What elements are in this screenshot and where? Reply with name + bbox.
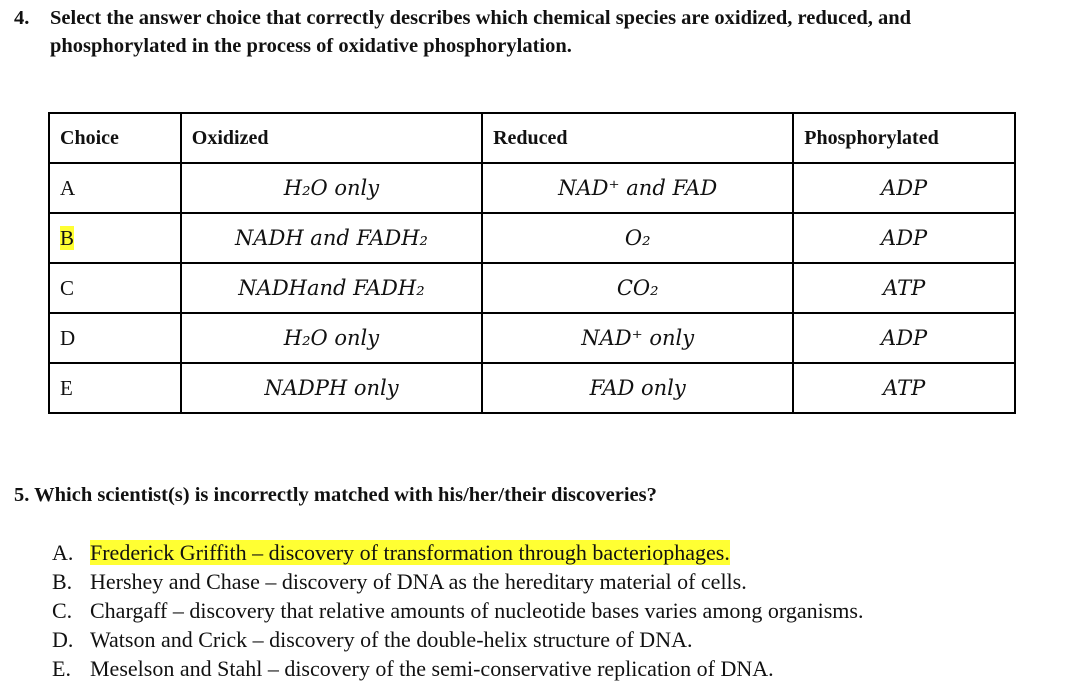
answer-option-a[interactable]: A. Frederick Griffith – discovery of tran… xyxy=(52,538,863,567)
question-4-prompt: 4. Select the answer choice that correctl… xyxy=(14,4,1064,60)
phosphorylated-cell: ATP xyxy=(792,362,1016,414)
answer-option-e[interactable]: E. Meselson and Stahl – discovery of the … xyxy=(52,654,863,683)
table-header-row: Choice Oxidized Reduced Phosphorylated xyxy=(48,112,1016,164)
question-4-line-1: Select the answer choice that correctly … xyxy=(50,7,912,29)
answer-text: Meselson and Stahl – discovery of the se… xyxy=(90,656,774,681)
reduced-cell: FAD only xyxy=(481,362,795,414)
choice-cell: C xyxy=(48,262,182,314)
answer-option-c[interactable]: C. Chargaff – discovery that relative amo… xyxy=(52,596,863,625)
oxidized-cell: NADHand FADH₂ xyxy=(179,262,484,314)
table-row[interactable]: E NADPH only FAD only ATP xyxy=(48,362,1016,414)
choice-letter: A xyxy=(60,175,76,200)
answer-letter: D. xyxy=(52,627,74,652)
table-row[interactable]: A H₂O only NAD⁺ and FAD ADP xyxy=(48,162,1016,214)
question-5-answer-list: A. Frederick Griffith – discovery of tran… xyxy=(52,538,863,683)
choice-letter: C xyxy=(60,275,75,300)
table-row[interactable]: D H₂O only NAD⁺ only ADP xyxy=(48,312,1016,364)
choice-letter-highlighted: B xyxy=(60,225,75,250)
answer-text: Chargaff – discovery that relative amoun… xyxy=(90,598,864,623)
answer-option-b[interactable]: B. Hershey and Chase – discovery of DNA a… xyxy=(52,567,863,596)
reduced-cell: O₂ xyxy=(481,212,795,264)
choice-cell: B xyxy=(48,212,182,264)
oxidized-cell: NADH and FADH₂ xyxy=(179,212,484,264)
answer-letter: B. xyxy=(52,569,73,594)
answer-letter: E. xyxy=(52,656,71,681)
table-row[interactable]: B NADH and FADH₂ O₂ ADP xyxy=(48,212,1016,264)
header-reduced: Reduced xyxy=(481,112,795,164)
question-5-prompt: 5. Which scientist(s) is incorrectly mat… xyxy=(14,484,657,506)
phosphorylated-cell: ADP xyxy=(792,312,1016,364)
reduced-cell: CO₂ xyxy=(481,262,795,314)
phosphorylated-cell: ADP xyxy=(792,212,1016,264)
oxidized-cell: NADPH only xyxy=(179,362,484,414)
choice-cell: D xyxy=(48,312,182,364)
table-row[interactable]: C NADHand FADH₂ CO₂ ATP xyxy=(48,262,1016,314)
reduced-cell: NAD⁺ only xyxy=(481,312,795,364)
answer-option-d[interactable]: D. Watson and Crick – discovery of the do… xyxy=(52,625,863,654)
choice-letter: E xyxy=(60,375,73,400)
question-4-line-2: phosphorylated in the process of oxidati… xyxy=(50,35,572,57)
choice-cell: A xyxy=(48,162,182,214)
answer-text-highlighted: Frederick Griffith – discovery of transf… xyxy=(90,540,730,565)
oxidized-cell: H₂O only xyxy=(179,162,484,214)
oxidized-cell: H₂O only xyxy=(179,312,484,364)
header-choice: Choice xyxy=(48,112,182,164)
header-phosphorylated: Phosphorylated xyxy=(792,112,1016,164)
answer-table: Choice Oxidized Reduced Phosphorylated A… xyxy=(48,112,1016,414)
question-4-number: 4. xyxy=(14,7,30,29)
answer-text: Watson and Crick – discovery of the doub… xyxy=(90,627,693,652)
choice-cell: E xyxy=(48,362,182,414)
phosphorylated-cell: ATP xyxy=(792,262,1016,314)
answer-letter: A. xyxy=(52,540,74,565)
answer-text: Hershey and Chase – discovery of DNA as … xyxy=(90,569,747,594)
phosphorylated-cell: ADP xyxy=(792,162,1016,214)
header-oxidized: Oxidized xyxy=(179,112,484,164)
reduced-cell: NAD⁺ and FAD xyxy=(481,162,795,214)
choice-letter: D xyxy=(60,325,76,350)
answer-letter: C. xyxy=(52,598,73,623)
